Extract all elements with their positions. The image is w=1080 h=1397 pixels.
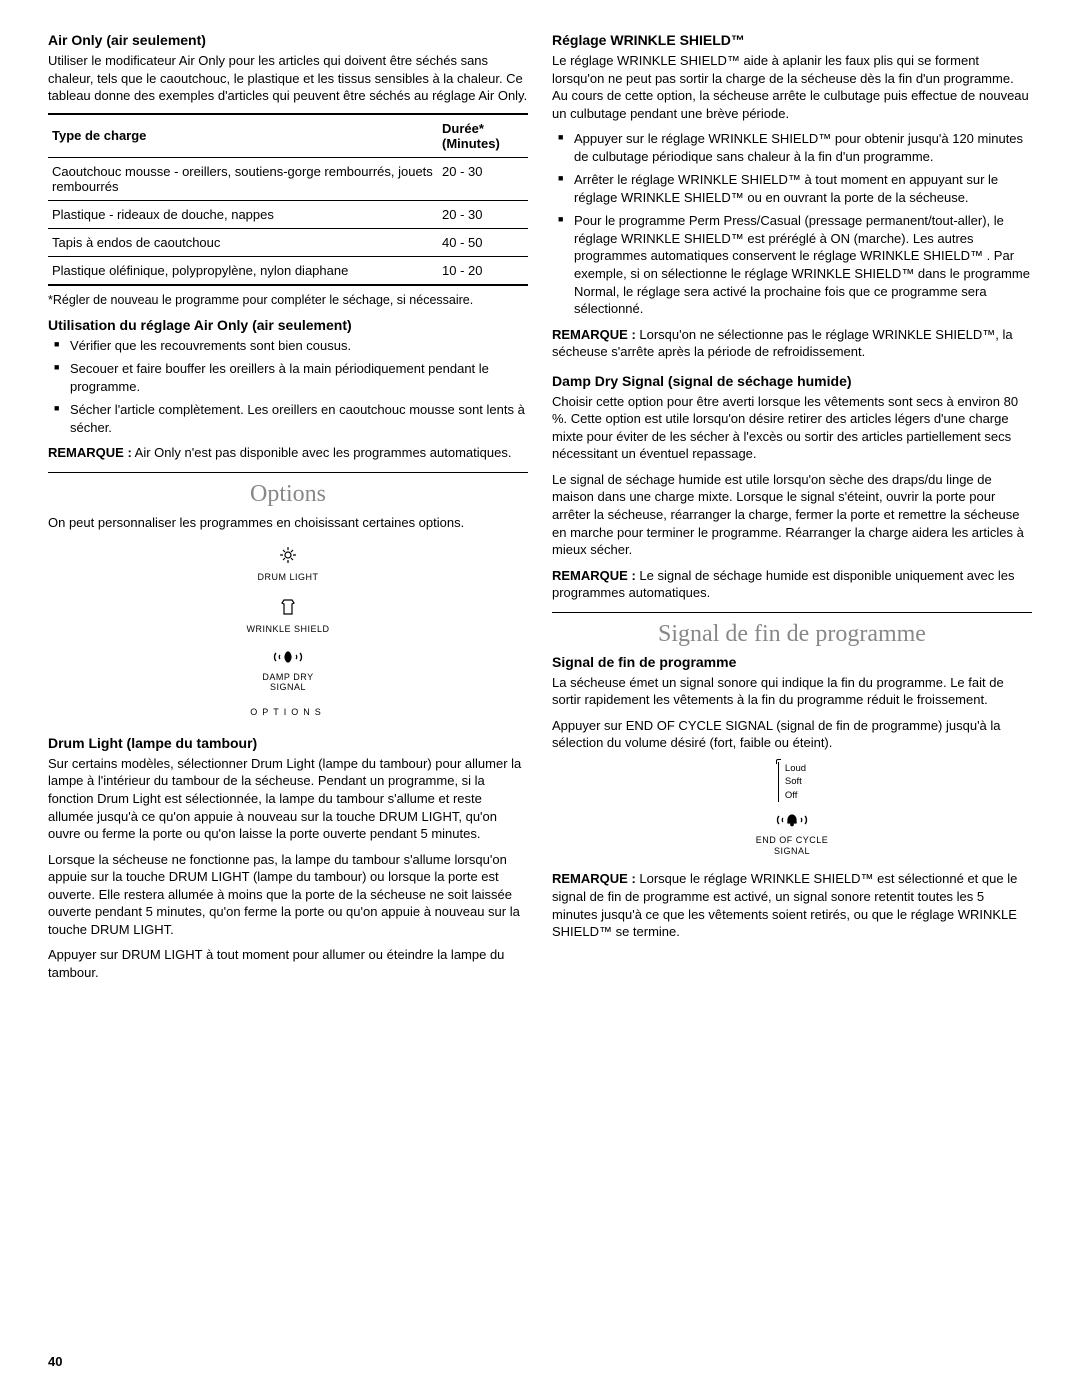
- list-item: Vérifier que les recouvrements sont bien…: [48, 337, 528, 355]
- drum-light-p3: Appuyer sur DRUM LIGHT à tout moment pou…: [48, 946, 528, 981]
- table-row: Tapis à endos de caoutchouc 40 - 50: [48, 228, 528, 256]
- damp-dry-icon-block: DAMP DRY SIGNAL: [48, 649, 528, 693]
- wrinkle-shield-icon-block: WRINKLE SHIELD: [48, 597, 528, 635]
- level-soft: Soft: [785, 775, 806, 788]
- time-cell: 20 - 30: [438, 157, 528, 200]
- lightbulb-icon: [48, 545, 528, 570]
- damp-dry-label-2: SIGNAL: [48, 683, 528, 693]
- signal-fin-p1: La sécheuse émet un signal sonore qui in…: [552, 674, 1032, 709]
- load-cell: Plastique - rideaux de douche, nappes: [48, 200, 438, 228]
- signal-caption-1: END OF CYCLE: [552, 835, 1032, 846]
- list-item: Arrêter le réglage WRINKLE SHIELD™ à tou…: [552, 171, 1032, 206]
- load-cell: Plastique oléfinique, polypropylène, nyl…: [48, 256, 438, 285]
- damp-dry-p2: Le signal de séchage humide est utile lo…: [552, 471, 1032, 559]
- level-loud: Loud: [785, 762, 806, 775]
- usage-remark: REMARQUE : Air Only n'est pas disponible…: [48, 444, 528, 462]
- air-only-intro: Utiliser le modificateur Air Only pour l…: [48, 52, 528, 105]
- signal-levels: Loud Soft Off: [778, 762, 806, 802]
- drum-light-p1: Sur certains modèles, sélectionner Drum …: [48, 755, 528, 843]
- signal-fin-heading: Signal de fin de programme: [552, 654, 1032, 670]
- section-divider: [48, 472, 528, 473]
- wrinkle-list: Appuyer sur le réglage WRINKLE SHIELD™ p…: [552, 130, 1032, 317]
- header-time-line1: Durée*: [442, 121, 484, 136]
- time-cell: 40 - 50: [438, 228, 528, 256]
- damp-dry-p1: Choisir cette option pour être averti lo…: [552, 393, 1032, 463]
- air-only-footnote: *Régler de nouveau le programme pour com…: [48, 292, 528, 309]
- wrinkle-remark: REMARQUE : Lorsqu'on ne sélectionne pas …: [552, 326, 1032, 361]
- options-caption: OPTIONS: [48, 707, 528, 717]
- shirt-icon: [48, 597, 528, 622]
- section-divider: [552, 612, 1032, 613]
- options-section-title: Options: [48, 481, 528, 508]
- wrinkle-intro: Le réglage WRINKLE SHIELD™ aide à aplani…: [552, 52, 1032, 122]
- options-intro: On peut personnaliser les programmes en …: [48, 514, 528, 532]
- signal-fin-p2: Appuyer sur END OF CYCLE SIGNAL (signal …: [552, 717, 1032, 752]
- left-column: Air Only (air seulement) Utiliser le mod…: [48, 32, 528, 989]
- sound-wave-icon: [48, 649, 528, 670]
- air-only-table: Type de charge Durée* (Minutes) Caoutcho…: [48, 113, 528, 286]
- table-row: Caoutchouc mousse - oreillers, soutiens-…: [48, 157, 528, 200]
- usage-list: Vérifier que les recouvrements sont bien…: [48, 337, 528, 437]
- table-header-load: Type de charge: [48, 114, 438, 158]
- damp-dry-remark: REMARQUE : Le signal de séchage humide e…: [552, 567, 1032, 602]
- list-item: Sécher l'article complètement. Les oreil…: [48, 401, 528, 436]
- usage-heading: Utilisation du réglage Air Only (air seu…: [48, 317, 528, 333]
- load-cell: Caoutchouc mousse - oreillers, soutiens-…: [48, 157, 438, 200]
- remark-label: REMARQUE :: [48, 445, 132, 460]
- table-row: Plastique oléfinique, polypropylène, nyl…: [48, 256, 528, 285]
- list-item: Appuyer sur le réglage WRINKLE SHIELD™ p…: [552, 130, 1032, 165]
- end-signal-diagram: Loud Soft Off END OF CYCLE SIGNAL: [552, 762, 1032, 856]
- time-cell: 20 - 30: [438, 200, 528, 228]
- remark-label: REMARQUE :: [552, 871, 636, 886]
- list-item: Secouer et faire bouffer les oreillers à…: [48, 360, 528, 395]
- wrinkle-shield-label: WRINKLE SHIELD: [48, 625, 528, 635]
- level-off: Off: [785, 789, 806, 802]
- time-cell: 10 - 20: [438, 256, 528, 285]
- damp-dry-heading: Damp Dry Signal (signal de séchage humid…: [552, 373, 1032, 389]
- options-icon-stack: DRUM LIGHT WRINKLE SHIELD DAMP DRY SIGNA…: [48, 545, 528, 717]
- drum-light-heading: Drum Light (lampe du tambour): [48, 735, 528, 751]
- remark-text: Air Only n'est pas disponible avec les p…: [132, 445, 512, 460]
- table-row: Plastique - rideaux de douche, nappes 20…: [48, 200, 528, 228]
- wrinkle-heading: Réglage WRINKLE SHIELD™: [552, 32, 1032, 48]
- bell-wave-icon: [552, 812, 1032, 831]
- list-item: Pour le programme Perm Press/Casual (pre…: [552, 212, 1032, 317]
- drum-light-p2: Lorsque la sécheuse ne fonctionne pas, l…: [48, 851, 528, 939]
- load-cell: Tapis à endos de caoutchouc: [48, 228, 438, 256]
- signal-fin-title: Signal de fin de programme: [552, 621, 1032, 648]
- remark-label: REMARQUE :: [552, 327, 636, 342]
- two-column-layout: Air Only (air seulement) Utiliser le mod…: [48, 32, 1032, 989]
- remark-label: REMARQUE :: [552, 568, 636, 583]
- drum-light-label: DRUM LIGHT: [48, 573, 528, 583]
- right-column: Réglage WRINKLE SHIELD™ Le réglage WRINK…: [552, 32, 1032, 989]
- signal-caption-2: SIGNAL: [552, 846, 1032, 857]
- header-time-line2: (Minutes): [442, 136, 500, 151]
- air-only-heading: Air Only (air seulement): [48, 32, 528, 48]
- table-header-time: Durée* (Minutes): [438, 114, 528, 158]
- page-number: 40: [48, 1354, 62, 1369]
- drum-light-icon-block: DRUM LIGHT: [48, 545, 528, 583]
- signal-fin-remark: REMARQUE : Lorsque le réglage WRINKLE SH…: [552, 870, 1032, 940]
